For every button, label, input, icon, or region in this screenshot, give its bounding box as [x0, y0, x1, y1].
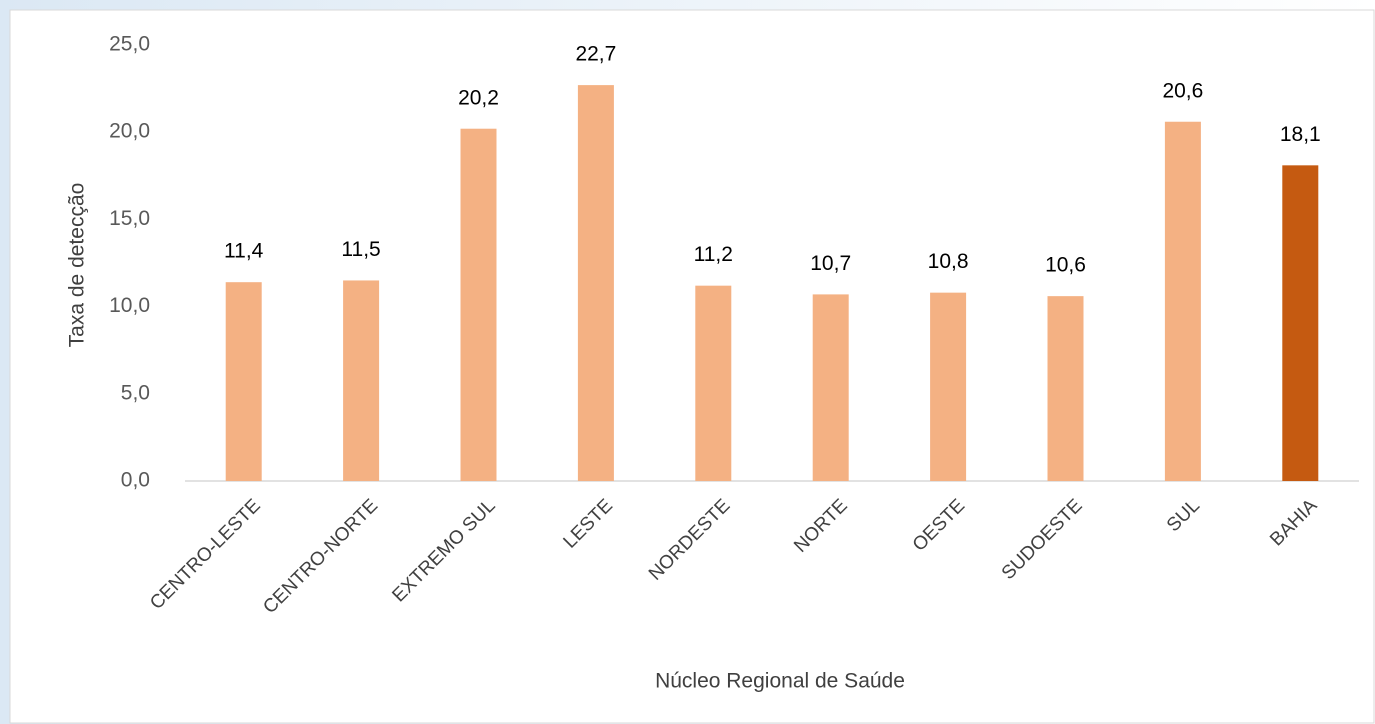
value-label: 10,7 [810, 252, 851, 275]
y-tick-label: 20,0 [109, 120, 150, 143]
value-label: 11,2 [694, 243, 733, 266]
y-tick-label: 25,0 [109, 33, 150, 56]
bar [225, 282, 262, 481]
bar [343, 280, 380, 481]
bar [812, 294, 849, 481]
value-label: 20,2 [458, 86, 499, 109]
bar [1047, 296, 1084, 481]
value-label: 22,7 [575, 43, 616, 66]
x-axis-title: Núcleo Regional de Saúde [655, 670, 905, 693]
y-tick-label: 10,0 [109, 294, 150, 317]
value-label: 10,8 [928, 250, 969, 273]
value-label: 11,5 [341, 238, 380, 261]
bar [695, 285, 732, 481]
value-label: 11,4 [224, 240, 264, 263]
y-tick-label: 0,0 [121, 469, 150, 492]
bar [1164, 121, 1201, 482]
value-label: 20,6 [1162, 79, 1203, 102]
bar [460, 128, 497, 481]
bar [1282, 165, 1319, 481]
bar [930, 292, 967, 481]
y-tick-label: 15,0 [109, 207, 150, 230]
value-label: 18,1 [1280, 123, 1321, 146]
y-tick-label: 5,0 [121, 381, 150, 404]
y-axis-title: Taxa de detecção [66, 183, 89, 348]
bar [577, 85, 614, 481]
value-label: 10,6 [1045, 254, 1086, 277]
